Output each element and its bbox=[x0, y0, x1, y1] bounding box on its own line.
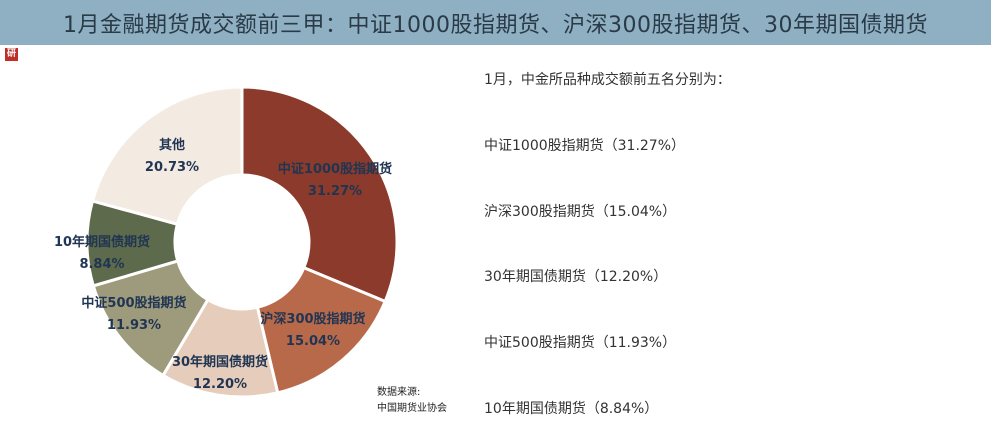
slices-group bbox=[85, 85, 399, 399]
slice-name-label: 沪深300股指期货 bbox=[260, 311, 365, 327]
source-note: 数据来源: 中国期货业协会 bbox=[377, 385, 447, 417]
donut-chart: 中证1000股指期货 31.27% 沪深300股指期货 15.04% 30年期国债期货 1… bbox=[54, 85, 399, 399]
slice-value-label: 12.20% bbox=[193, 377, 247, 392]
slice-value-label: 8.84% bbox=[79, 257, 124, 272]
donut-slice bbox=[240, 85, 399, 304]
source-name: 中国期货业协会 bbox=[377, 403, 447, 414]
summary-item: 中证500股指期货（11.93%） bbox=[484, 335, 677, 351]
labels-group: 中证1000股指期货 31.27% 沪深300股指期货 15.04% 30年期国债期货 1… bbox=[54, 137, 392, 392]
slice-value-label: 20.73% bbox=[145, 160, 199, 175]
slice-name-label: 10年期国债期货 bbox=[54, 234, 150, 250]
summary-panel: 1月，中金所品种成交额前五名分别为： 中证1000股指期货（31.27%） 沪深… bbox=[484, 45, 974, 423]
donut-slice bbox=[255, 265, 388, 395]
slice-value-label: 15.04% bbox=[286, 334, 340, 349]
slice-name-label: 中证500股指期货 bbox=[81, 295, 186, 311]
source-label: 数据来源: bbox=[377, 387, 421, 398]
donut-slice bbox=[90, 85, 244, 227]
summary-item: 沪深300股指期货（15.04%） bbox=[484, 204, 677, 220]
summary-intro: 1月，中金所品种成交额前五名分别为： bbox=[484, 72, 731, 88]
slice-value-label: 11.93% bbox=[107, 318, 161, 333]
summary-item: 10年期国债期货（8.84%） bbox=[484, 401, 659, 417]
logo-icon: 研 bbox=[5, 48, 18, 61]
summary-item: 中证1000股指期货（31.27%） bbox=[484, 138, 686, 154]
title-bar: 1月金融期货成交额前三甲：中证1000股指期货、沪深300股指期货、30年期国债… bbox=[0, 0, 991, 45]
slice-name-label: 30年期国债期货 bbox=[172, 354, 268, 370]
slice-value-label: 31.27% bbox=[308, 184, 362, 199]
page-title: 1月金融期货成交额前三甲：中证1000股指期货、沪深300股指期货、30年期国债… bbox=[63, 12, 928, 38]
slice-name-label: 中证1000股指期货 bbox=[278, 161, 392, 177]
slice-name-label: 其他 bbox=[159, 137, 185, 153]
summary-item: 30年期国债期货（12.20%） bbox=[484, 269, 668, 285]
